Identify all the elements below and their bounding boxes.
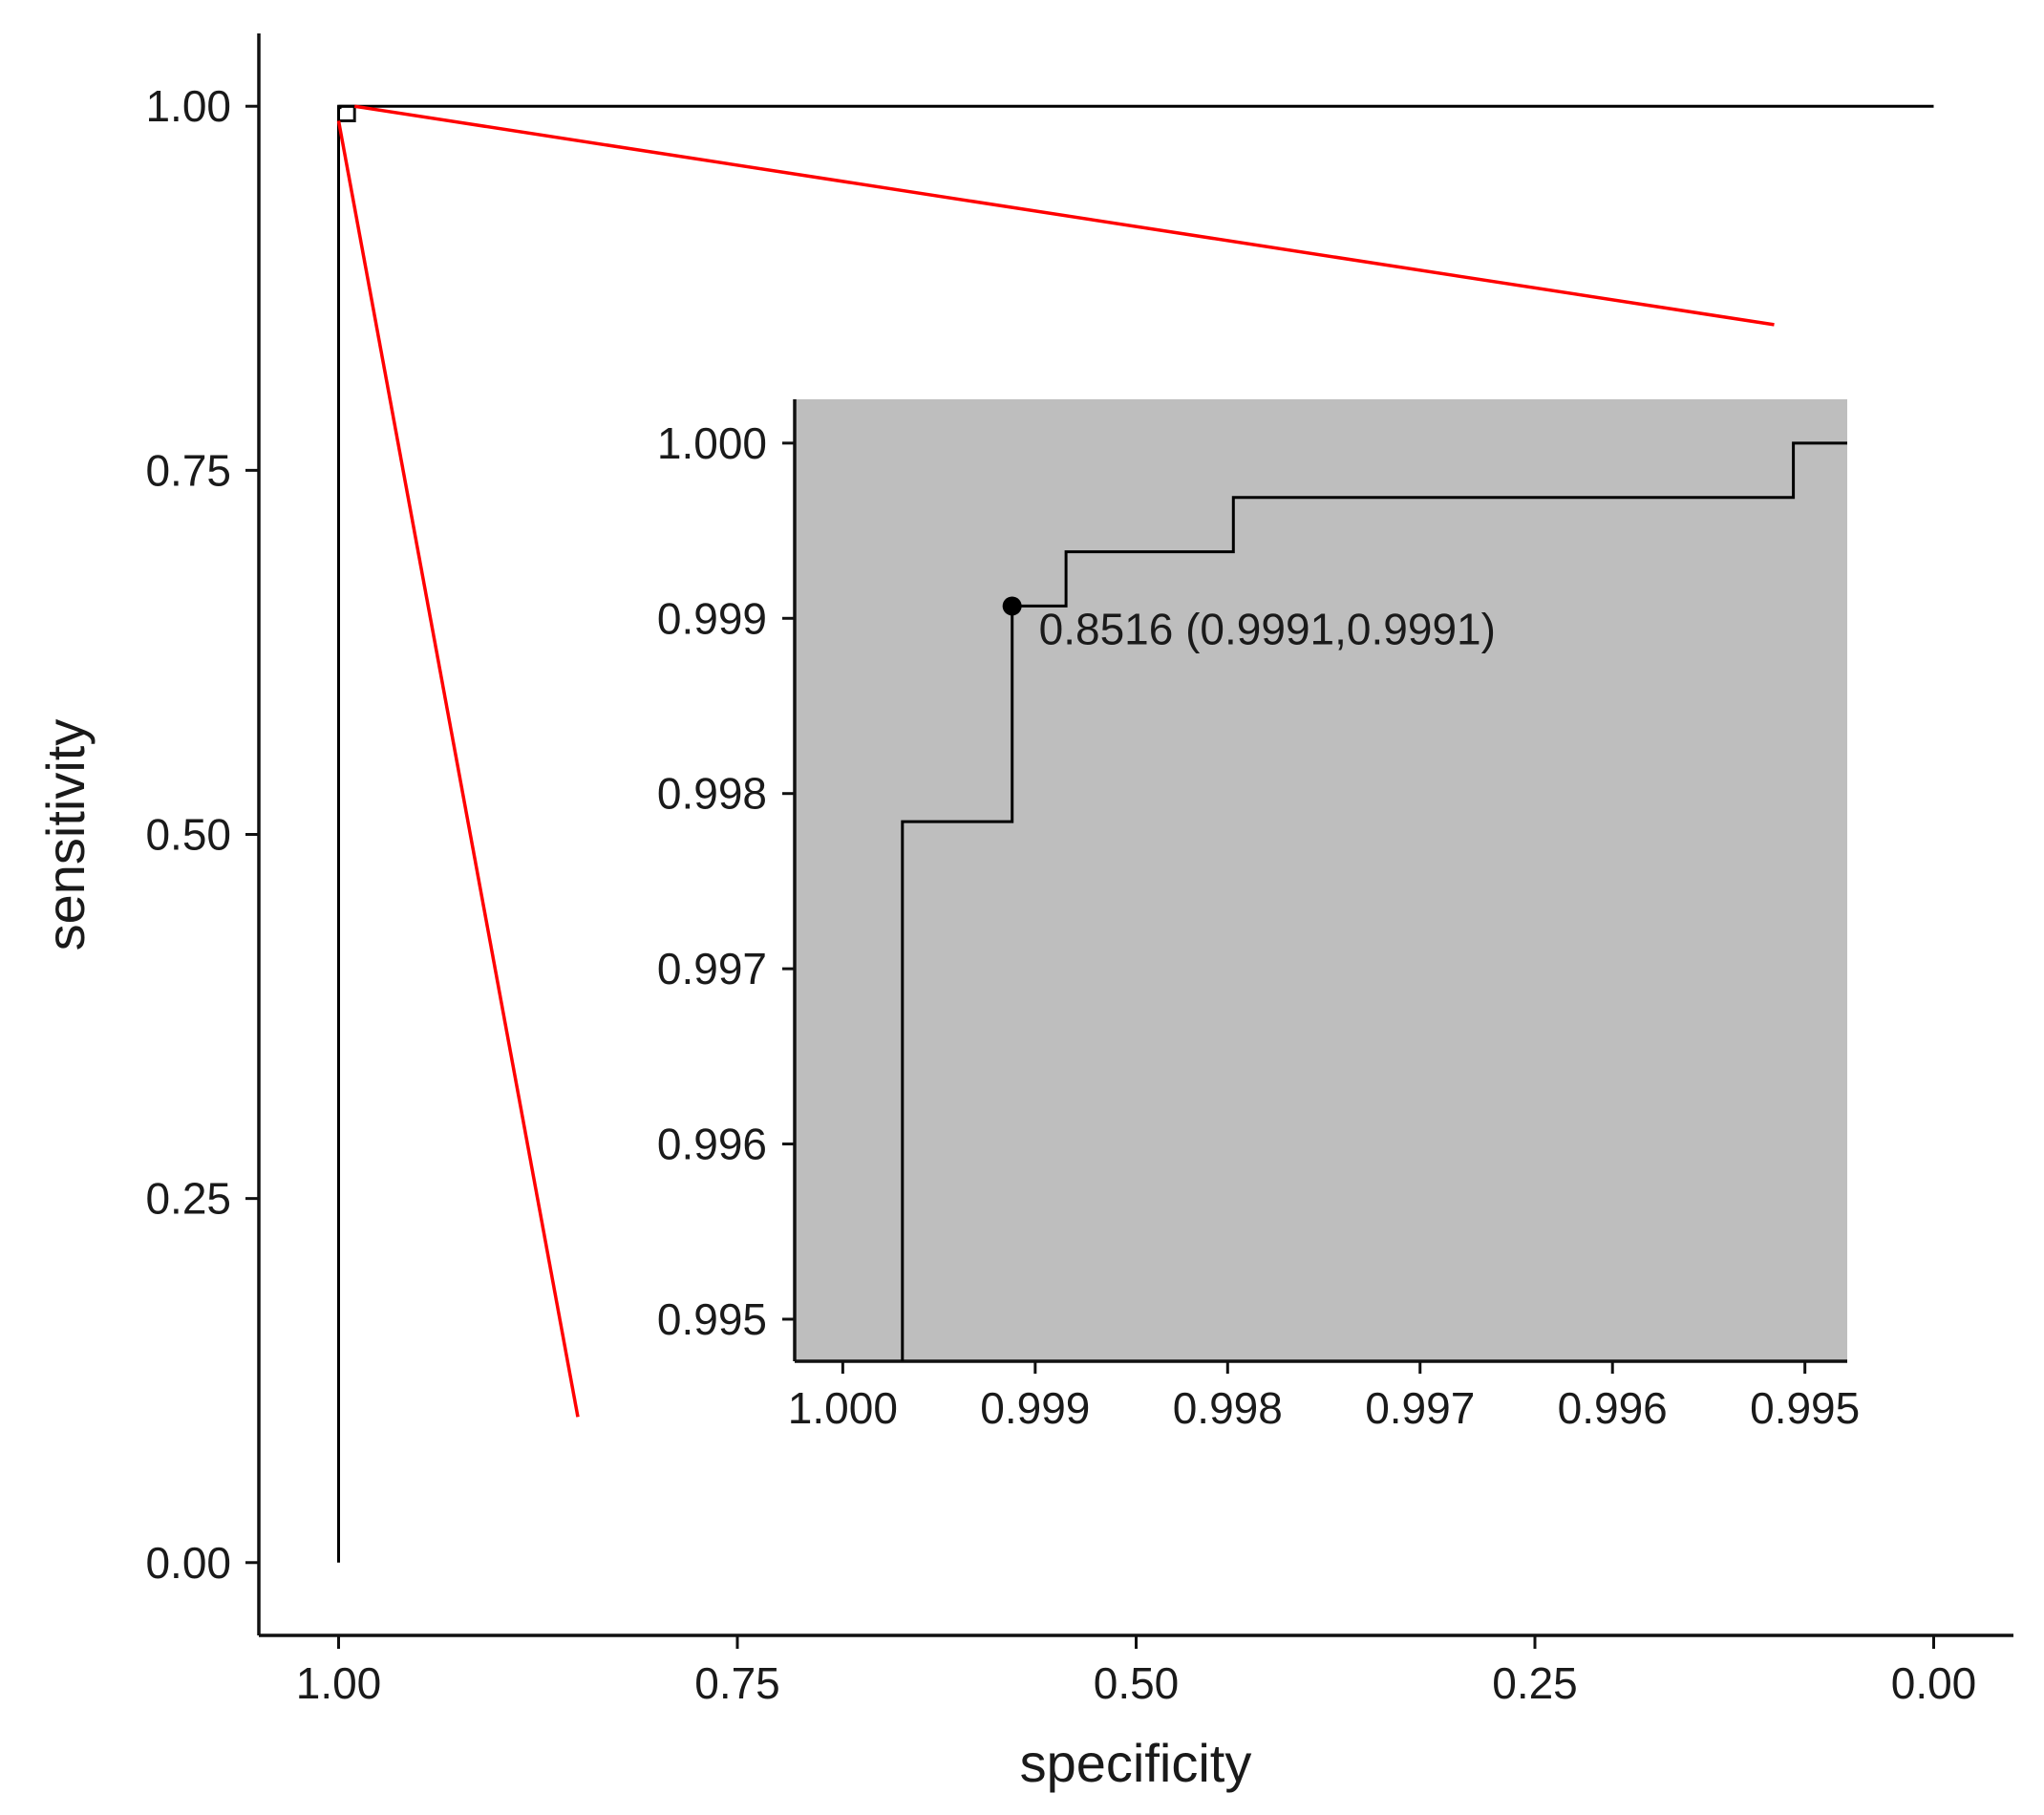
inset-plot: 1.000 0.999 0.998 0.997 0.996 0.995 0.995 0.996… (657, 399, 1860, 1433)
inset-roc-curve (901, 441, 1847, 1361)
x-tick-label: 0.25 (1492, 1658, 1578, 1708)
zoom-connector-line (353, 104, 1775, 327)
y-tick-label: 1.00 (145, 81, 231, 131)
zoom-connector-line (336, 120, 580, 1418)
inset-y-tick-label: 0.997 (657, 944, 767, 993)
main-plot: 1.00 0.75 0.50 0.25 0.000.000.250.500.751.00… (35, 33, 2013, 1793)
inset-x-tick-label: 0.995 (1750, 1383, 1860, 1433)
x-tick-label: 0.00 (1891, 1658, 1977, 1708)
inset-y-tick-label: 0.998 (657, 769, 767, 819)
inset-x-tick-label: 0.999 (980, 1383, 1090, 1433)
inset-x-tick-label: 1.000 (788, 1383, 898, 1433)
inset-ticks: 1.000 0.999 0.998 0.997 0.996 0.995 0.995 0.996… (657, 418, 1860, 1433)
inset-y-tick-label: 0.995 (657, 1294, 767, 1344)
y-tick-label: 0.00 (145, 1538, 231, 1588)
y-tick-label: 0.75 (145, 445, 231, 495)
main-ticks: 1.00 0.75 0.50 0.25 0.00 0.00 0.25 0.50 0.75 1.00 (145, 81, 1976, 1708)
y-tick-label: 0.50 (145, 810, 231, 860)
inset-x-tick-label: 0.998 (1173, 1383, 1283, 1433)
inset-y-tick-label: 0.999 (657, 593, 767, 643)
roc-curve (337, 104, 1934, 1563)
x-tick-label: 0.50 (1094, 1658, 1180, 1708)
highlight-point-label: 0.8516 (0.9991,0.9991) (1039, 604, 1496, 653)
inset-x-tick-label: 0.997 (1365, 1383, 1475, 1433)
y-tick-label: 0.25 (145, 1174, 231, 1224)
x-axis-title: specificity (1020, 1733, 1252, 1793)
main-series (337, 104, 1934, 1563)
inset-y-tick-label: 1.000 (657, 418, 767, 468)
inset-panel-background (795, 399, 1847, 1361)
main-connector-lines (336, 104, 1775, 1418)
inset-y-tick-label: 0.996 (657, 1120, 767, 1169)
highlight-point (1002, 596, 1022, 616)
inset-series (901, 441, 1847, 1361)
inset-x-tick-label: 0.996 (1558, 1383, 1668, 1433)
inset-annotation: 0.8516 (0.9991,0.9991) (1002, 596, 1496, 653)
y-axis-title: sensitivity (35, 719, 96, 951)
x-tick-label: 0.75 (694, 1658, 780, 1708)
x-tick-label: 1.00 (296, 1658, 382, 1708)
